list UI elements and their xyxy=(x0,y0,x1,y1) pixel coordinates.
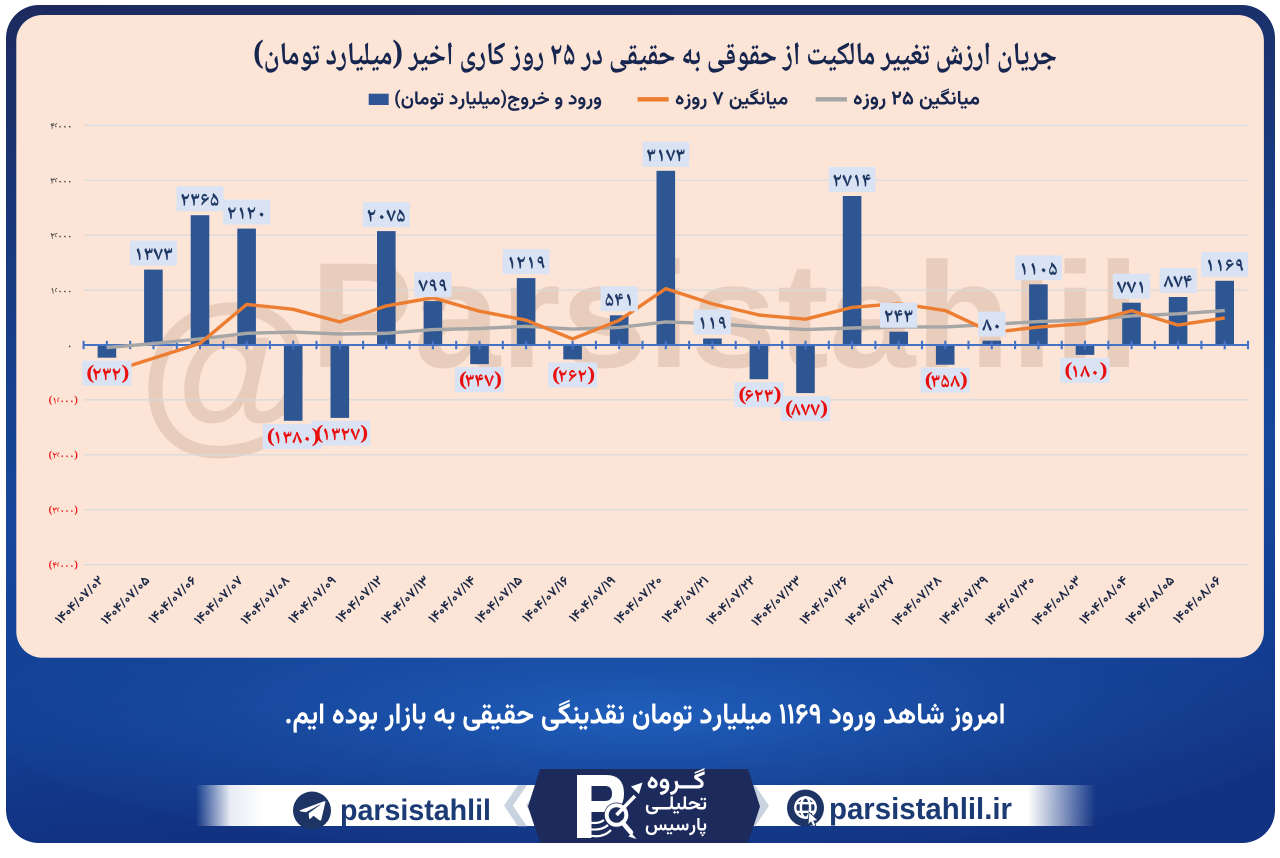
svg-text:parsistahlil: parsistahlil xyxy=(340,794,491,827)
svg-text:parsistahlil.ir: parsistahlil.ir xyxy=(829,791,1012,826)
